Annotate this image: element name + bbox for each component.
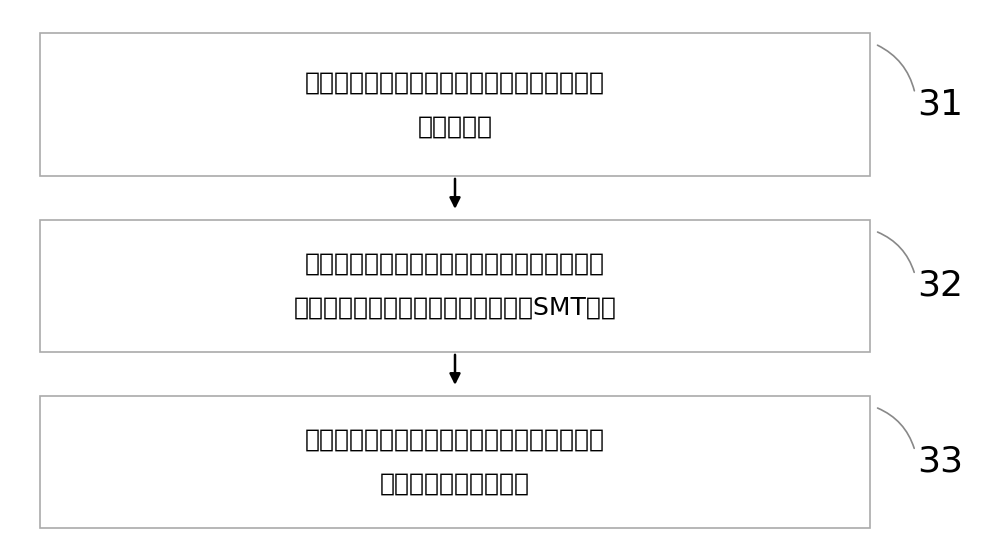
Text: 采用常规工艺制作多层板，并进行钻孔，沉铜: 采用常规工艺制作多层板，并进行钻孔，沉铜	[305, 70, 605, 95]
Text: 面形成相应的外层线路: 面形成相应的外层线路	[380, 472, 530, 496]
Bar	[40, 33, 870, 176]
Text: 层图形，所述外层图形包括补偿后的SMT图形: 层图形，所述外层图形包括补偿后的SMT图形	[294, 296, 616, 320]
Text: 根据预先设计的补偿方案在多层板表面制作外: 根据预先设计的补偿方案在多层板表面制作外	[305, 252, 605, 276]
Text: 制作完外层图形后进行蚀刻，在所述多层板表: 制作完外层图形后进行蚀刻，在所述多层板表	[305, 428, 605, 452]
Bar	[40, 220, 870, 352]
Text: 和电镀处理: 和电镀处理	[417, 114, 492, 139]
Text: 31: 31	[917, 87, 963, 122]
Text: 32: 32	[917, 269, 963, 303]
Text: 33: 33	[917, 445, 963, 479]
Bar	[40, 396, 870, 528]
